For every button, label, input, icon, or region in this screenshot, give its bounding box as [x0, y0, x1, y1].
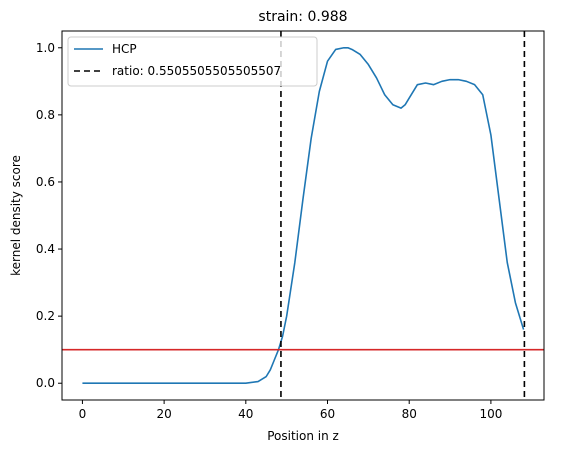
series-line-hcp	[82, 46, 525, 385]
axis-ticks: 0 20 40 60 80 100 0.0 0.2 0.4 0.6 0.8 1.0	[36, 41, 502, 421]
y-tick-label: 0.6	[36, 175, 55, 189]
y-tick-label: 0.0	[36, 376, 55, 390]
x-axis-label: Position in z	[267, 429, 339, 443]
legend-label-hcp: HCP	[112, 42, 137, 56]
y-tick-label: 0.4	[36, 242, 55, 256]
x-tick-label: 80	[402, 407, 417, 421]
plot-frame	[61, 30, 545, 401]
chart-title: strain: 0.988	[258, 9, 347, 25]
y-tick-label: 0.8	[36, 108, 55, 122]
legend: HCP ratio: 0.5505505505505507	[67, 36, 318, 87]
x-tick-label: 0	[79, 407, 87, 421]
legend-label-ratio: ratio: 0.5505505505505507	[112, 64, 281, 78]
x-tick-label: 40	[238, 407, 253, 421]
y-axis-label: kernel density score	[9, 155, 23, 276]
x-tick-label: 100	[479, 407, 502, 421]
plot-area	[62, 31, 544, 400]
x-tick-label: 60	[320, 407, 335, 421]
x-tick-label: 20	[156, 407, 171, 421]
y-tick-label: 1.0	[36, 41, 55, 55]
y-tick-label: 0.2	[36, 309, 55, 323]
legend-box	[67, 36, 318, 87]
